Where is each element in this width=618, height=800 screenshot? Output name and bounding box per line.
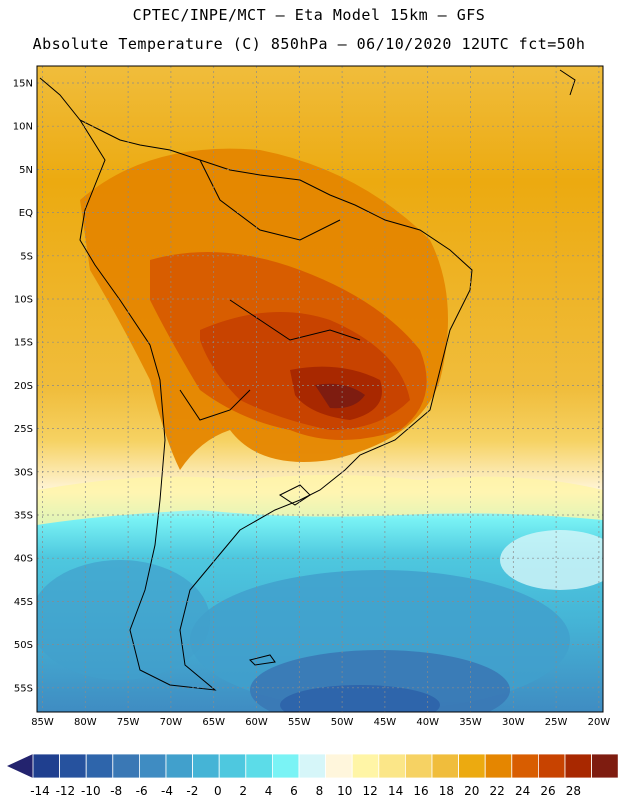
- lon-label: 30W: [502, 717, 525, 728]
- lat-label: 5S: [20, 251, 33, 262]
- colorbar-label: -6: [136, 784, 148, 798]
- map-frame: [36, 65, 604, 713]
- colorbar-label: 6: [290, 784, 298, 798]
- colorbar-swatch: [271, 753, 300, 779]
- colorbar-swatch: [591, 753, 618, 779]
- colorbar-swatch: [192, 753, 220, 779]
- temperature-field: [37, 66, 603, 712]
- lon-label: 65W: [202, 717, 225, 728]
- colorbar-label: 8: [316, 784, 324, 798]
- colorbar-label: 28: [566, 784, 581, 798]
- colorbar-label: -8: [110, 784, 122, 798]
- colorbar-label: 16: [413, 784, 428, 798]
- lat-label: 50S: [14, 640, 33, 651]
- title-line-1: CPTEC/INPE/MCT – Eta Model 15km – GFS: [132, 6, 486, 24]
- lon-label: 35W: [459, 717, 482, 728]
- colorbar-label: 24: [515, 784, 530, 798]
- colorbar-label: 18: [439, 784, 454, 798]
- colorbar-swatch: [431, 753, 460, 779]
- colorbar-label: 4: [265, 784, 273, 798]
- colorbar-label: 12: [363, 784, 378, 798]
- lat-label: 15S: [14, 338, 33, 349]
- lon-label: 25W: [545, 717, 568, 728]
- colorbar-swatch: [564, 753, 593, 779]
- colorbar-swatch: [351, 753, 380, 779]
- colorbar-swatch: [378, 753, 406, 779]
- lat-label: 40S: [14, 554, 33, 565]
- lat-label: 55S: [14, 683, 33, 694]
- lat-label: 25S: [14, 424, 33, 435]
- colorbar-label: -4: [161, 784, 173, 798]
- colorbar-label: -12: [56, 784, 76, 798]
- colorbar-swatch: [511, 753, 539, 779]
- lat-label: 45S: [14, 597, 33, 608]
- lon-label: 75W: [117, 717, 140, 728]
- colorbar-label: -10: [81, 784, 101, 798]
- colorbar-swatch: [32, 753, 61, 779]
- colorbar-swatch: [138, 753, 167, 779]
- gridlines: [37, 66, 603, 712]
- lon-label: 45W: [374, 717, 397, 728]
- lat-label: 30S: [14, 467, 33, 478]
- lon-label: 60W: [245, 717, 268, 728]
- colorbar-swatch: [218, 753, 247, 779]
- colorbar-min-arrow: [7, 754, 33, 778]
- colorbar-label: 14: [388, 784, 403, 798]
- colorbar-swatch: [59, 753, 87, 779]
- longitude-labels: 85W 80W 75W 70W 65W 60W 55W 50W 45W 40W 35W 30W 25W 2…: [31, 717, 610, 728]
- coastlines: [39, 69, 576, 691]
- title-line-2: Absolute Temperature (C) 850hPa – 06/10/…: [32, 35, 586, 53]
- colorbar-label: 22: [490, 784, 505, 798]
- lon-label: 70W: [160, 717, 183, 728]
- lat-label: EQ: [19, 208, 33, 219]
- colorbar-swatch: [325, 753, 353, 779]
- colorbar-swatch: [458, 753, 486, 779]
- colorbar-swatch: [112, 753, 140, 779]
- lon-label: 85W: [31, 717, 54, 728]
- colorbar: -14 -12 -10 -8 -6 -4 -2 0 2 4 6 8 10 12 14 16 18 20 22 24 26…: [7, 753, 618, 798]
- lat-label: 15N: [13, 79, 33, 90]
- colorbar-label: 26: [540, 784, 555, 798]
- lon-label: 40W: [416, 717, 439, 728]
- colorbar-label: 2: [239, 784, 247, 798]
- lon-label: 20W: [588, 717, 611, 728]
- colorbar-swatch: [538, 753, 566, 779]
- latitude-labels: 15N 10N 5N EQ 5S 10S 15S 20S 25S 30S 35S 40S 45S 50S 5…: [13, 79, 33, 695]
- colorbar-swatch: [85, 753, 114, 779]
- lat-label: 35S: [14, 511, 33, 522]
- colorbar-label: -14: [30, 784, 50, 798]
- colorbar-label: 10: [337, 784, 352, 798]
- colorbar-swatch: [484, 753, 513, 779]
- colorbar-label: 0: [214, 784, 222, 798]
- colorbar-swatch: [245, 753, 273, 779]
- lat-label: 5N: [19, 165, 33, 176]
- colorbar-label: 20: [464, 784, 479, 798]
- colorbar-swatch: [298, 753, 327, 779]
- lon-label: 80W: [74, 717, 97, 728]
- colorbar-label: -2: [186, 784, 198, 798]
- lat-label: 10N: [13, 122, 33, 133]
- colorbar-swatch: [404, 753, 433, 779]
- lon-label: 50W: [331, 717, 354, 728]
- lat-label: 20S: [14, 381, 33, 392]
- lat-label: 10S: [14, 295, 33, 306]
- colorbar-swatch: [165, 753, 194, 779]
- lon-label: 55W: [288, 717, 311, 728]
